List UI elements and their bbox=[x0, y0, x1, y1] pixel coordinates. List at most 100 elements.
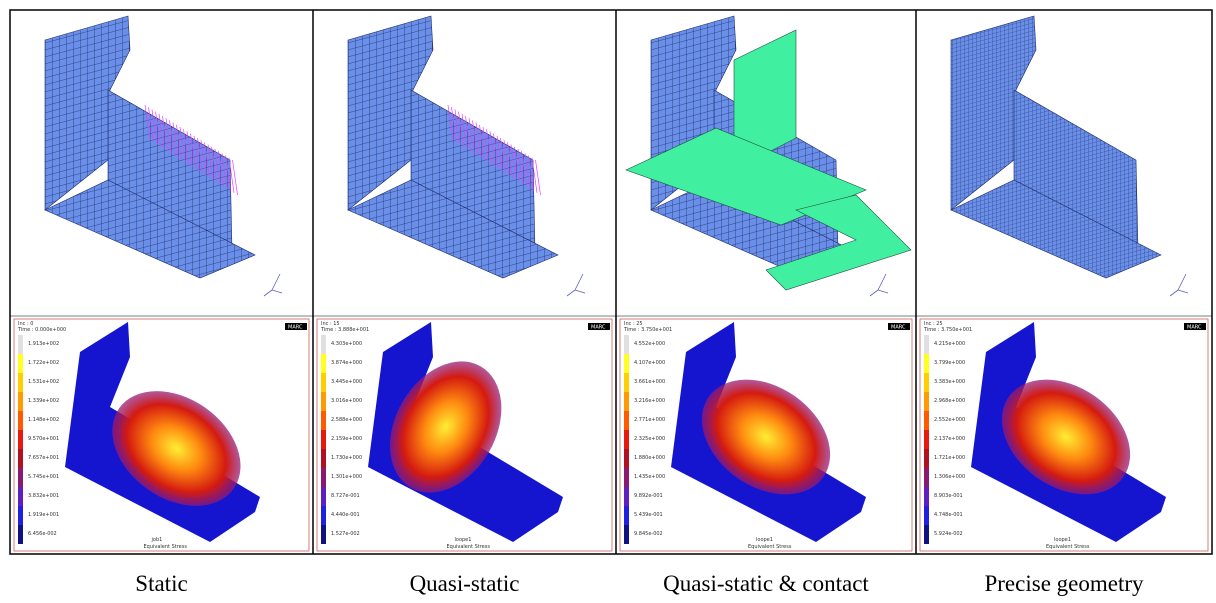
legend-label: 2.771e+000 bbox=[634, 417, 665, 423]
legend-swatch bbox=[18, 487, 23, 506]
legend-swatch bbox=[18, 468, 23, 487]
legend-label: 3.016e+000 bbox=[331, 398, 362, 404]
legend-swatch bbox=[624, 525, 629, 544]
time: Time : 3.888e+001 bbox=[320, 327, 369, 333]
legend-swatch bbox=[321, 506, 326, 525]
legend-swatch bbox=[18, 525, 23, 544]
legend-swatch bbox=[624, 487, 629, 506]
legend-swatch bbox=[321, 487, 326, 506]
legend-label: 5.924e-002 bbox=[934, 531, 963, 537]
legend-swatch bbox=[924, 468, 929, 487]
legend-swatch bbox=[624, 335, 629, 354]
legend-label: 3.216e+000 bbox=[634, 398, 665, 404]
legend-label: 8.903e-001 bbox=[934, 493, 963, 499]
legend-label: 2.325e+000 bbox=[634, 436, 665, 442]
legend-label: 2.552e+000 bbox=[934, 417, 965, 423]
legend-label: 1.880e+000 bbox=[634, 455, 665, 461]
legend-swatch bbox=[624, 468, 629, 487]
legend-swatch bbox=[18, 354, 23, 373]
legend-swatch bbox=[18, 392, 23, 411]
legend-label: 3.874e+000 bbox=[331, 360, 362, 366]
caption: Static bbox=[135, 571, 187, 596]
legend-swatch bbox=[624, 354, 629, 373]
legend-label: 4.440e-001 bbox=[331, 512, 360, 518]
legend-label: 1.722e+002 bbox=[28, 360, 59, 366]
legend-label: 4.748e-001 bbox=[934, 512, 963, 518]
job: job1 bbox=[151, 537, 163, 543]
page: {"panels": [ {"caption": "Static", "resu… bbox=[0, 0, 1216, 603]
legend-swatch bbox=[321, 335, 326, 354]
legend-label: 3.445e+000 bbox=[331, 379, 362, 385]
legend-swatch bbox=[924, 373, 929, 392]
mesh-model bbox=[951, 16, 1188, 296]
legend-swatch bbox=[321, 525, 326, 544]
legend-label: 2.968e+000 bbox=[934, 398, 965, 404]
legend-swatch bbox=[321, 468, 326, 487]
legend-label: 6.456e-002 bbox=[28, 531, 57, 537]
legend-label: 4.303e+000 bbox=[331, 341, 362, 347]
legend-swatch bbox=[924, 430, 929, 449]
variable: Equivalent Stress bbox=[748, 544, 792, 550]
legend-label: 1.721e+000 bbox=[934, 455, 965, 461]
legend-label: 9.892e-001 bbox=[634, 493, 663, 499]
legend-swatch bbox=[321, 392, 326, 411]
logo: MARC bbox=[288, 325, 303, 331]
legend-swatch bbox=[924, 506, 929, 525]
panel: 4.303e+000 3.874e+000 3.445e+000 3.016e+000… bbox=[317, 16, 612, 596]
legend-swatch bbox=[924, 411, 929, 430]
legend-label: 3.383e+000 bbox=[934, 379, 965, 385]
mesh-model bbox=[626, 16, 911, 296]
legend-label: 1.306e+000 bbox=[934, 474, 965, 480]
legend-label: 1.730e+000 bbox=[331, 455, 362, 461]
legend-swatch bbox=[18, 373, 23, 392]
job: loope1 bbox=[756, 537, 773, 543]
legend-label: 5.439e-001 bbox=[634, 512, 663, 518]
caption: Quasi-static & contact bbox=[663, 571, 869, 596]
legend-label: 1.339e+002 bbox=[28, 398, 59, 404]
legend-label: 8.727e-001 bbox=[331, 493, 360, 499]
panel: 4.552e+0004.107e+0003.661e+0003.216e+000… bbox=[620, 16, 912, 596]
result-plot: 1.913e+0021.722e+0021.531e+0021.339e+002… bbox=[14, 319, 309, 551]
variable: Equivalent Stress bbox=[144, 544, 188, 550]
legend-swatch bbox=[924, 449, 929, 468]
result-plot: 4.552e+0004.107e+0003.661e+0003.216e+000… bbox=[620, 319, 912, 551]
legend-label: 2.159e+000 bbox=[331, 436, 362, 442]
legend-swatch bbox=[624, 373, 629, 392]
job: loope1 bbox=[455, 537, 472, 543]
axis-triad bbox=[567, 274, 585, 296]
legend-swatch bbox=[18, 430, 23, 449]
legend-swatch bbox=[18, 335, 23, 354]
legend-label: 4.215e+000 bbox=[934, 341, 965, 347]
legend-swatch bbox=[321, 430, 326, 449]
legend-label: 2.137e+000 bbox=[934, 436, 965, 442]
time: Time : 3.750e+001 bbox=[923, 327, 972, 333]
legend-label: 2.588e+000 bbox=[331, 417, 362, 423]
mesh-model bbox=[348, 16, 585, 296]
legend-label: 1.913e+002 bbox=[28, 341, 59, 347]
legend-swatch bbox=[924, 354, 929, 373]
legend-swatch bbox=[924, 392, 929, 411]
legend-swatch bbox=[924, 487, 929, 506]
legend-swatch bbox=[924, 525, 929, 544]
logo: MARC bbox=[591, 325, 606, 331]
panel: 1.913e+0021.722e+0021.531e+0021.339e+002… bbox=[14, 16, 309, 596]
caption: Precise geometry bbox=[984, 571, 1144, 596]
time: Time : 3.750e+001 bbox=[623, 327, 672, 333]
legend-label: 4.552e+000 bbox=[634, 341, 665, 347]
variable: Equivalent Stress bbox=[447, 544, 491, 550]
legend-label: 9.570e+001 bbox=[28, 436, 59, 442]
legend-swatch bbox=[18, 506, 23, 525]
legend-swatch bbox=[624, 506, 629, 525]
legend-label: 1.301e+000 bbox=[331, 474, 362, 480]
legend-swatch bbox=[18, 449, 23, 468]
logo: MARC bbox=[891, 325, 906, 331]
job: loope1 bbox=[1054, 537, 1071, 543]
legend-swatch bbox=[624, 411, 629, 430]
result-plot: 4.303e+000 3.874e+000 3.445e+000 3.016e+000… bbox=[317, 319, 612, 551]
legend-label: 3.799e+000 bbox=[934, 360, 965, 366]
axis-triad bbox=[1170, 274, 1188, 296]
variable: Equivalent Stress bbox=[1046, 544, 1090, 550]
logo: MARC bbox=[1187, 325, 1202, 331]
legend-label: 1.435e+000 bbox=[634, 474, 665, 480]
legend-label: 3.661e+000 bbox=[634, 379, 665, 385]
